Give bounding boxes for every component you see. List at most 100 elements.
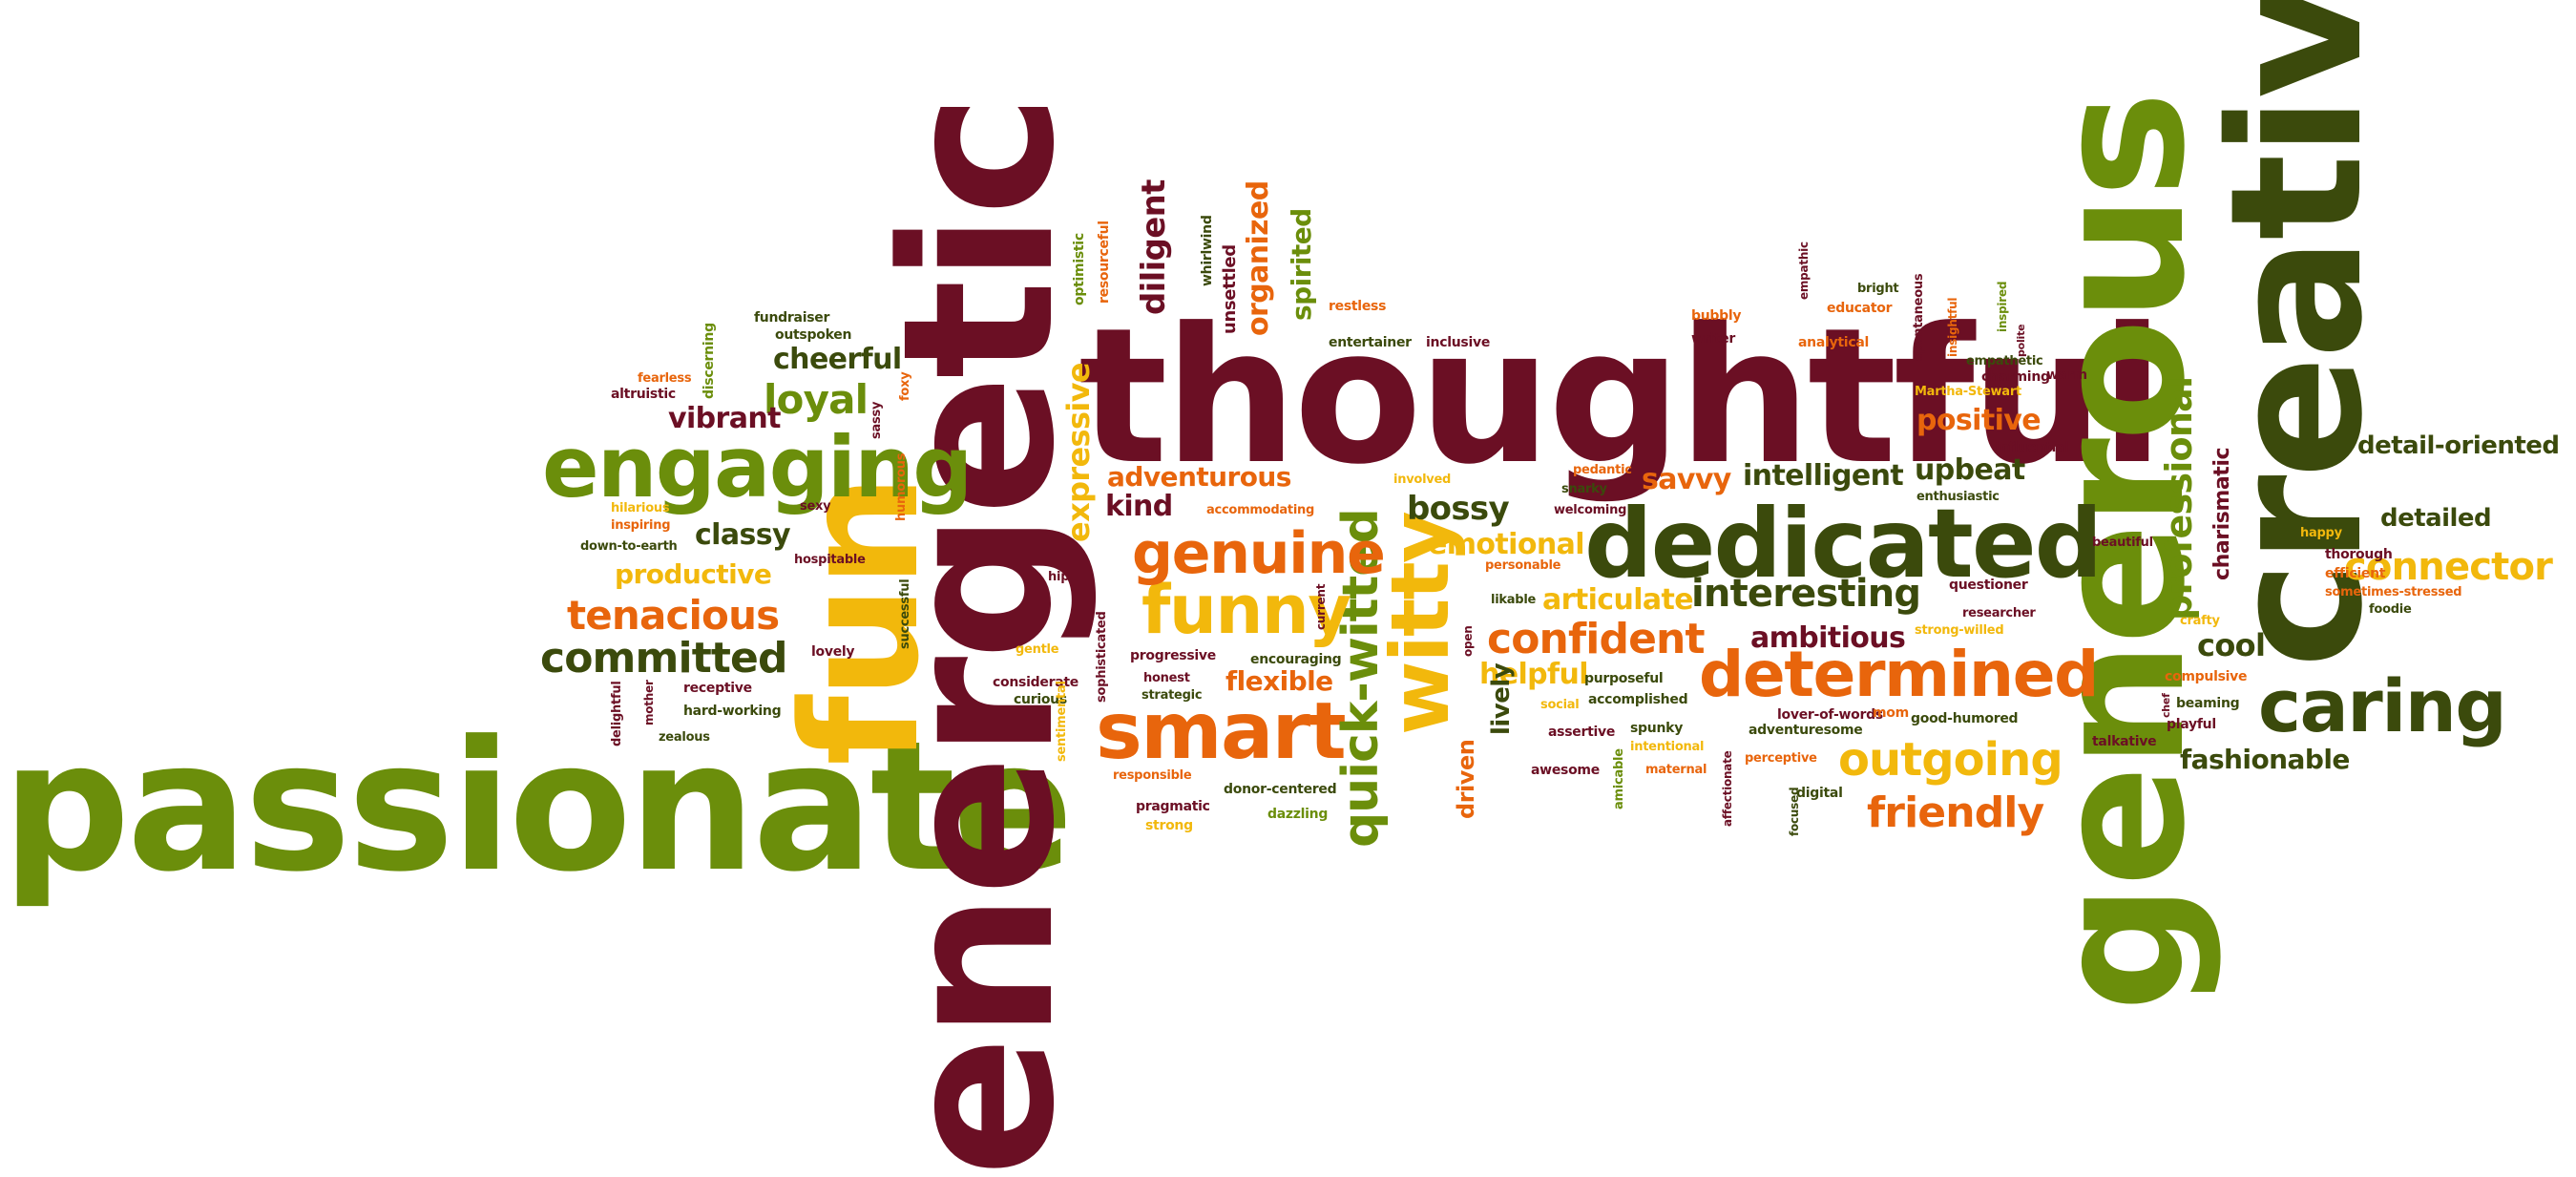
word-bright: bright	[1857, 282, 1899, 296]
word-strategic: strategic	[1141, 688, 1203, 703]
word-successful: successful	[898, 578, 912, 649]
word-insightful: insightful	[1946, 297, 1959, 357]
word-intelligent: intelligent	[1743, 459, 1904, 493]
word-fashionable: fashionable	[2180, 744, 2350, 775]
word-lovely: lovely	[811, 644, 855, 660]
word-altruistic: altruistic	[611, 387, 676, 402]
word-efficient: efficient	[2325, 566, 2386, 581]
word-dazzling: dazzling	[1267, 807, 1329, 822]
word-lively: lively	[1487, 662, 1516, 735]
word-smart: smart	[1096, 686, 1347, 777]
word-unsettled: unsettled	[1220, 244, 1240, 334]
word-whirlwind: whirlwind	[1200, 215, 1215, 286]
word-committed: committed	[540, 634, 787, 683]
word-maternal: maternal	[1645, 763, 1707, 777]
word-progressive: progressive	[1130, 648, 1216, 663]
word-donor-centered: donor-centered	[1224, 782, 1337, 797]
word-engaging: engaging	[542, 418, 973, 516]
word-pedantic: pedantic	[1573, 463, 1632, 477]
word-involved: involved	[1393, 473, 1452, 487]
word-personable: personable	[1485, 558, 1561, 573]
word-sentimental: sentimental	[1055, 681, 1069, 762]
word-detailed: detailed	[2380, 504, 2492, 533]
word-lover-of-words: lover-of-words	[1777, 707, 1883, 723]
word-polite: polite	[2015, 324, 2027, 357]
word-chef: chef	[2160, 693, 2172, 718]
word-outspoken: outspoken	[775, 327, 852, 343]
word-accomplished: accomplished	[1588, 692, 1688, 707]
word-determined: determined	[1699, 638, 2099, 711]
word-interesting: interesting	[1691, 572, 1921, 616]
word-dedicated: dedicated	[1584, 488, 2103, 599]
word-sexy: sexy	[800, 499, 831, 514]
word-thorough: thorough	[2325, 547, 2393, 562]
word-fun: fun	[767, 476, 954, 766]
word-hospitable: hospitable	[794, 553, 866, 567]
word-connector: connector	[2344, 545, 2553, 589]
word-ambitious: ambitious	[1750, 621, 1906, 655]
word-detail-oriented: detail-oriented	[2357, 431, 2560, 460]
word-empathic: empathic	[1797, 242, 1811, 300]
word-foxy: foxy	[898, 371, 912, 401]
word-genuine: genuine	[1132, 520, 1386, 587]
word-warm: warm	[2046, 368, 2087, 383]
word-talkative: talkative	[2092, 734, 2157, 749]
word-strong-willed: strong-willed	[1915, 623, 2004, 638]
word-passionate: passionate	[2, 703, 1074, 912]
word-fearless: fearless	[638, 371, 692, 386]
word-loyal: loyal	[764, 376, 869, 423]
word-articulate: articulate	[1542, 583, 1694, 617]
word-organized: organized	[1242, 180, 1275, 336]
word-resourceful: resourceful	[1097, 221, 1112, 304]
word-upbeat: upbeat	[1915, 453, 2025, 487]
word-discerning: discerning	[702, 323, 717, 399]
word-affectionate: affectionate	[1721, 750, 1734, 827]
word-educator: educator	[1827, 301, 1893, 316]
word-professional: professional	[2158, 376, 2200, 620]
word-responsible: responsible	[1113, 768, 1192, 783]
word-hard-working: hard-working	[683, 704, 782, 719]
word-thoughtful: thoughtful	[1079, 288, 2165, 506]
word-funny: funny	[1141, 571, 1351, 649]
word-friendly: friendly	[1867, 788, 2044, 837]
word-hip: hip	[1048, 570, 1070, 584]
word-tenacious: tenacious	[567, 592, 780, 639]
word-beautiful: beautiful	[2092, 536, 2153, 550]
word-helpful: helpful	[1479, 658, 1589, 691]
word-assertive: assertive	[1548, 725, 1616, 740]
word-likable: likable	[1491, 593, 1537, 607]
word-enthusiastic: enthusiastic	[1916, 490, 2000, 504]
word-inspired: inspired	[1996, 281, 2009, 332]
word-compulsive: compulsive	[2165, 669, 2248, 684]
word-cheerful: cheerful	[773, 343, 902, 376]
word-fundraiser: fundraiser	[754, 310, 830, 326]
word-spirited: spirited	[1286, 208, 1317, 321]
word-inspiring: inspiring	[611, 518, 671, 533]
word-inclusive: inclusive	[1426, 335, 1491, 350]
word-cool: cool	[2197, 627, 2266, 663]
word-productive: productive	[615, 558, 772, 590]
word-bubbly: bubbly	[1691, 308, 1742, 324]
word-crafty: crafty	[2180, 614, 2220, 628]
word-beaming: beaming	[2176, 696, 2240, 711]
word-analytical: analytical	[1798, 335, 1870, 350]
word-sometimes-stressed: sometimes-stressed	[2325, 585, 2462, 599]
word-honest: honest	[1143, 671, 1190, 685]
word-positive: positive	[1916, 404, 2042, 437]
word-receptive: receptive	[683, 681, 752, 696]
word-expressive: expressive	[1060, 363, 1097, 542]
word-open: open	[1461, 625, 1475, 657]
word-happy: happy	[2300, 526, 2342, 540]
word-current: current	[1314, 583, 1328, 630]
word-mother: mother	[642, 680, 656, 725]
word-vibrant: vibrant	[668, 402, 781, 435]
word-emotional: emotional	[1428, 528, 1585, 561]
word-researcher: researcher	[1962, 606, 2036, 620]
word-outgoing: outgoing	[1838, 733, 2063, 787]
word-diligent: diligent	[1135, 179, 1173, 315]
word-strong: strong	[1145, 818, 1193, 833]
word-curious: curious	[1014, 692, 1067, 707]
word-focused: focused	[1788, 787, 1801, 836]
word-hilarious: hilarious	[611, 501, 670, 515]
word-purposeful: purposeful	[1584, 671, 1664, 686]
